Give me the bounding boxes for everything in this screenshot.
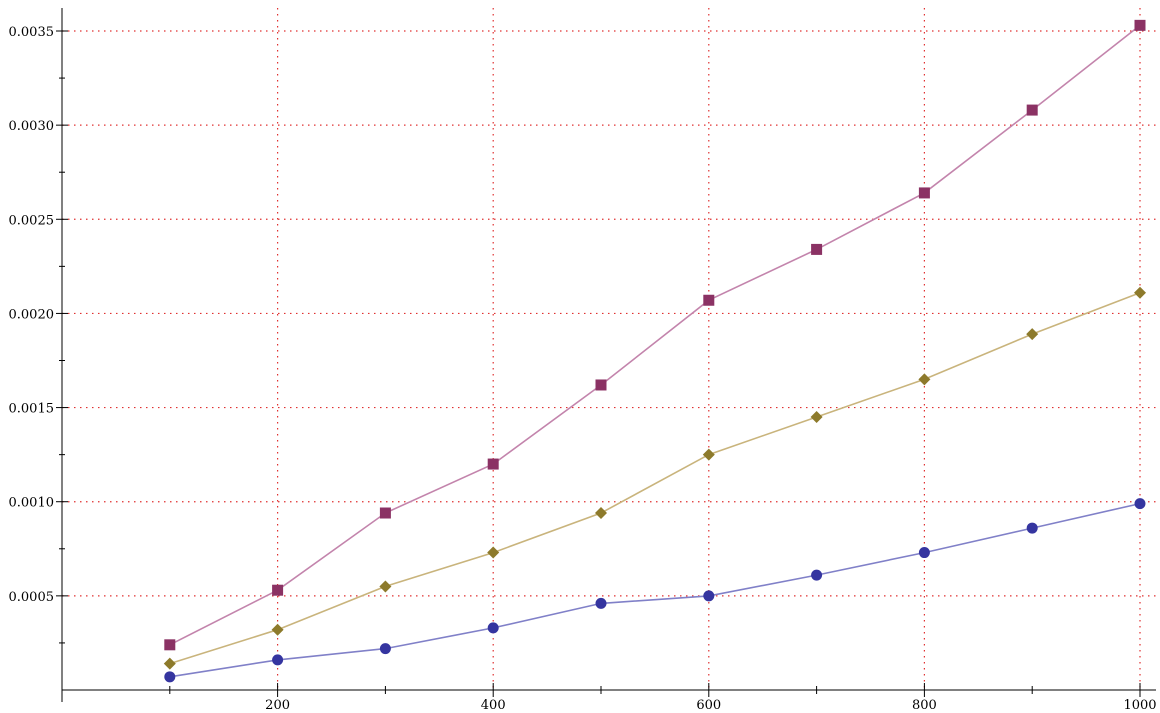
x-tick-label: 800 [912,698,937,713]
axes [61,8,1156,702]
data-point-circle [487,622,499,634]
y-tick-label: 0.0005 [9,590,55,605]
data-point-square [703,294,715,306]
data-point-circle [595,597,607,609]
data-point-circle [703,590,715,602]
x-tick-label: 400 [481,698,506,713]
data-point-circle [272,654,284,666]
data-point-square [811,243,823,255]
data-point-circle [164,671,176,683]
data-point-circle [1026,522,1038,534]
data-point-diamond [163,657,176,670]
data-point-diamond [1134,286,1146,299]
y-tick-label: 0.0030 [9,119,55,134]
x-tick-label: 600 [696,698,721,713]
data-point-square [1134,19,1146,31]
x-tick-label: 200 [265,698,290,713]
data-point-diamond [1026,328,1039,341]
data-point-square [595,379,607,391]
data-point-circle [918,547,930,559]
y-tick-label: 0.0015 [9,402,55,417]
grid [62,8,1156,690]
data-point-diamond [595,507,607,520]
data-point-diamond [918,373,931,386]
series-group [163,19,1146,683]
y-tick-label: 0.0010 [9,496,55,511]
data-point-circle [379,643,391,655]
data-point-square [379,507,391,519]
ticks: 200 400 600 800 1000 0.0005 0.0010 0.0015 0.0020… [9,25,1157,713]
series-line [169,24,1141,646]
series-line [169,502,1141,678]
data-point-square [164,639,176,651]
data-point-square [272,584,284,596]
data-point-diamond [702,448,715,461]
data-point-square [1026,104,1038,116]
data-point-diamond [271,623,284,636]
series-circle [164,498,1146,683]
data-point-square [487,458,499,470]
series-square [164,19,1146,651]
y-tick-label: 0.0025 [9,213,55,228]
data-point-circle [811,569,823,581]
data-point-circle [1134,498,1146,510]
data-point-diamond [487,546,500,559]
data-point-square [918,187,930,199]
x-tick-label: 1000 [1123,698,1156,713]
series-line [169,291,1141,665]
series-diamond [163,286,1146,670]
data-point-diamond [810,410,823,423]
data-point-diamond [379,580,392,593]
y-tick-label: 0.0035 [9,25,55,40]
y-tick-label: 0.0020 [9,307,55,322]
